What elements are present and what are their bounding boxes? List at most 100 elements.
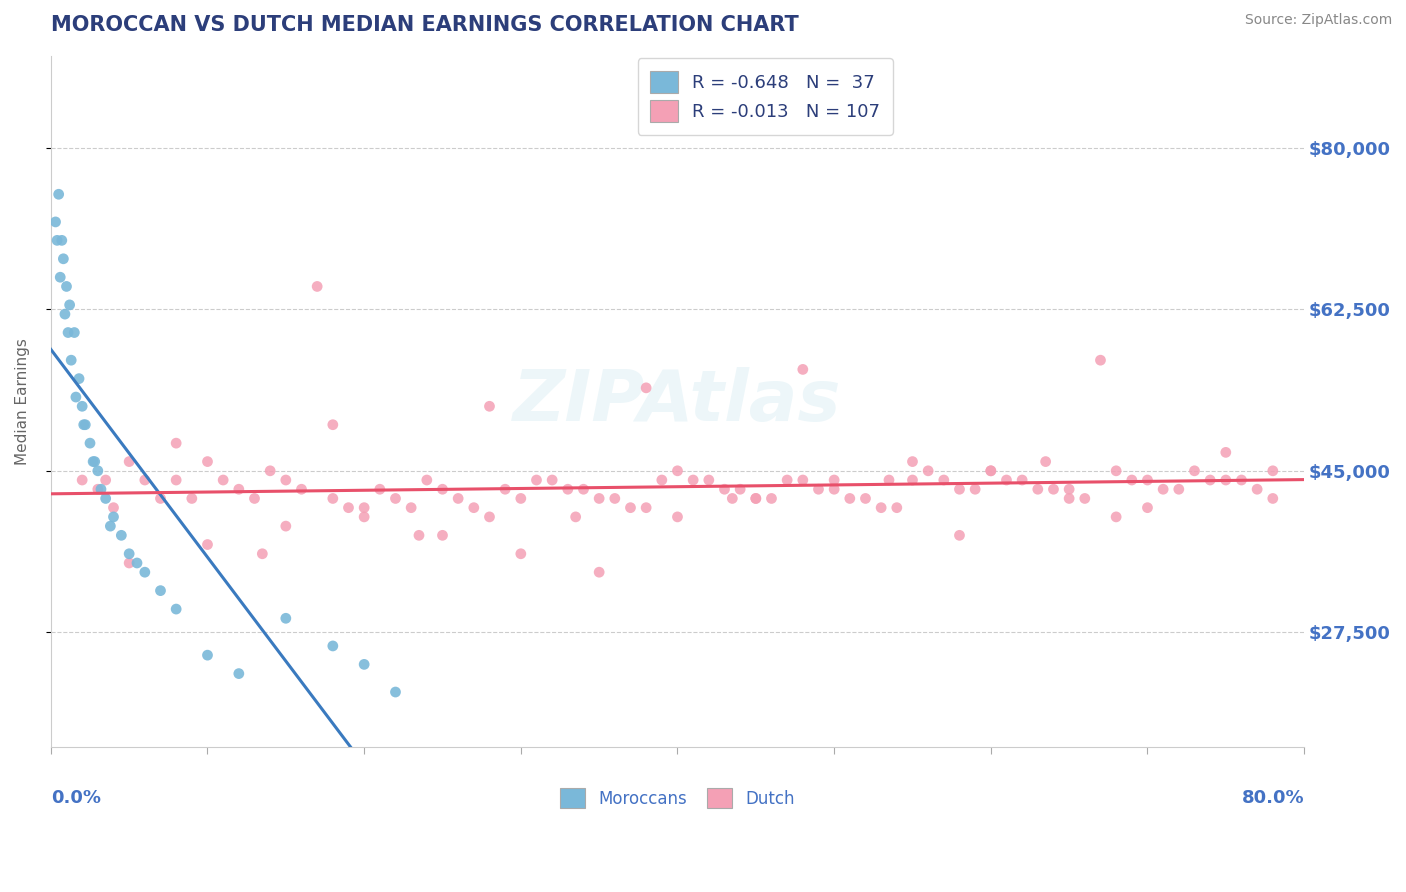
- Point: [49, 270, 72, 285]
- Point: [980, 464, 1002, 478]
- Point: [619, 500, 641, 515]
- Point: [1074, 491, 1097, 506]
- Point: [103, 500, 125, 515]
- Point: [1167, 482, 1189, 496]
- Point: [110, 528, 132, 542]
- Text: MOROCCAN VS DUTCH MEDIAN EARNINGS CORRELATION CHART: MOROCCAN VS DUTCH MEDIAN EARNINGS CORREL…: [51, 15, 799, 35]
- Point: [274, 611, 297, 625]
- Point: [432, 528, 454, 542]
- Point: [432, 482, 454, 496]
- Point: [70, 399, 93, 413]
- Point: [636, 500, 658, 515]
- Point: [353, 500, 375, 515]
- Point: [886, 500, 908, 515]
- Point: [948, 528, 970, 542]
- Point: [697, 473, 720, 487]
- Point: [980, 464, 1002, 478]
- Point: [721, 491, 744, 506]
- Point: [1105, 509, 1128, 524]
- Point: [1215, 445, 1237, 459]
- Point: [995, 473, 1018, 487]
- Point: [447, 491, 470, 506]
- Point: [322, 639, 344, 653]
- Point: [901, 454, 924, 468]
- Point: [75, 417, 97, 432]
- Point: [1105, 464, 1128, 478]
- Point: [73, 417, 96, 432]
- Point: [1026, 482, 1049, 496]
- Point: [932, 473, 955, 487]
- Point: [259, 464, 281, 478]
- Point: [384, 491, 406, 506]
- Point: [557, 482, 579, 496]
- Point: [564, 509, 586, 524]
- Point: [87, 464, 110, 478]
- Point: [1057, 491, 1080, 506]
- Point: [60, 353, 83, 368]
- Point: [53, 307, 76, 321]
- Point: [1136, 473, 1159, 487]
- Point: [165, 602, 187, 616]
- Point: [353, 657, 375, 672]
- Point: [307, 279, 329, 293]
- Point: [322, 491, 344, 506]
- Point: [855, 491, 877, 506]
- Point: [103, 509, 125, 524]
- Y-axis label: Median Earnings: Median Earnings: [15, 338, 30, 465]
- Point: [70, 473, 93, 487]
- Point: [823, 473, 845, 487]
- Point: [1136, 500, 1159, 515]
- Point: [1184, 464, 1206, 478]
- Point: [901, 473, 924, 487]
- Point: [572, 482, 595, 496]
- Point: [134, 473, 156, 487]
- Point: [478, 399, 501, 413]
- Point: [509, 491, 531, 506]
- Point: [56, 326, 79, 340]
- Point: [588, 565, 610, 579]
- Point: [1230, 473, 1253, 487]
- Point: [118, 547, 141, 561]
- Point: [917, 464, 939, 478]
- Point: [149, 491, 172, 506]
- Point: [59, 298, 82, 312]
- Legend: Moroccans, Dutch: Moroccans, Dutch: [554, 781, 801, 815]
- Point: [651, 473, 673, 487]
- Point: [807, 482, 830, 496]
- Point: [1121, 473, 1143, 487]
- Point: [1057, 482, 1080, 496]
- Point: [526, 473, 548, 487]
- Point: [252, 547, 274, 561]
- Point: [243, 491, 266, 506]
- Text: 0.0%: 0.0%: [51, 789, 101, 807]
- Point: [118, 454, 141, 468]
- Point: [666, 509, 689, 524]
- Point: [416, 473, 439, 487]
- Point: [165, 473, 187, 487]
- Text: 80.0%: 80.0%: [1241, 789, 1305, 807]
- Point: [838, 491, 860, 506]
- Point: [94, 491, 117, 506]
- Point: [636, 381, 658, 395]
- Point: [197, 537, 219, 551]
- Point: [52, 252, 75, 266]
- Point: [588, 491, 610, 506]
- Point: [83, 454, 105, 468]
- Point: [197, 454, 219, 468]
- Point: [94, 473, 117, 487]
- Point: [745, 491, 768, 506]
- Point: [494, 482, 516, 496]
- Point: [713, 482, 735, 496]
- Point: [55, 279, 77, 293]
- Point: [761, 491, 783, 506]
- Point: [965, 482, 987, 496]
- Point: [65, 390, 87, 404]
- Point: [1215, 473, 1237, 487]
- Point: [228, 666, 250, 681]
- Point: [118, 556, 141, 570]
- Point: [603, 491, 626, 506]
- Point: [1152, 482, 1174, 496]
- Point: [180, 491, 202, 506]
- Point: [1011, 473, 1033, 487]
- Point: [197, 648, 219, 662]
